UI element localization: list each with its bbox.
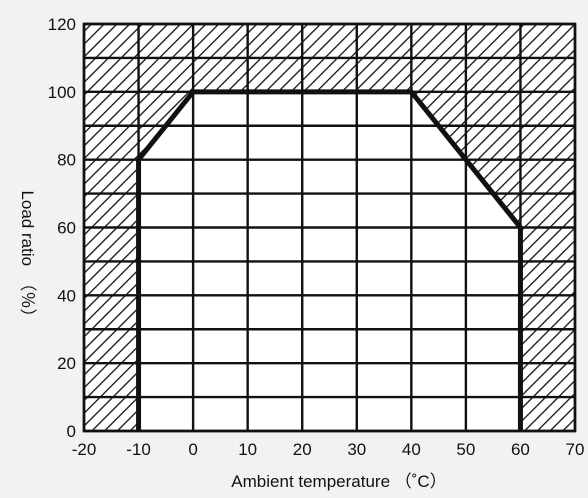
- x-tick-label: 0: [188, 440, 197, 459]
- x-tick-label: -10: [126, 440, 151, 459]
- x-tick-label: 70: [566, 440, 585, 459]
- y-tick-label: 80: [57, 151, 76, 170]
- y-axis-label: Load ratio （％）: [18, 190, 37, 325]
- x-tick-label: 10: [238, 440, 257, 459]
- y-tick-label: 20: [57, 354, 76, 373]
- x-tick-labels: -20 -10 0 10 20 30 40 50 60 70: [72, 440, 585, 459]
- plot-frame: [82, 22, 577, 433]
- y-tick-label: 40: [57, 286, 76, 305]
- derating-curve-line: [136, 89, 523, 431]
- y-tick-label: 0: [67, 422, 76, 441]
- y-tick-labels: 0 20 40 60 80 100 120: [48, 15, 76, 441]
- x-axis-label: Ambient temperature （˚C）: [231, 472, 446, 491]
- x-tick-label: -20: [72, 440, 97, 459]
- x-tick-label: 20: [293, 440, 312, 459]
- y-tick-label: 100: [48, 83, 76, 102]
- y-tick-label: 60: [57, 219, 76, 238]
- x-tick-label: 50: [456, 440, 475, 459]
- x-tick-label: 40: [402, 440, 421, 459]
- y-tick-label: 120: [48, 15, 76, 34]
- x-tick-label: 60: [511, 440, 530, 459]
- derating-curve: [136, 89, 523, 431]
- x-tick-label: 30: [347, 440, 366, 459]
